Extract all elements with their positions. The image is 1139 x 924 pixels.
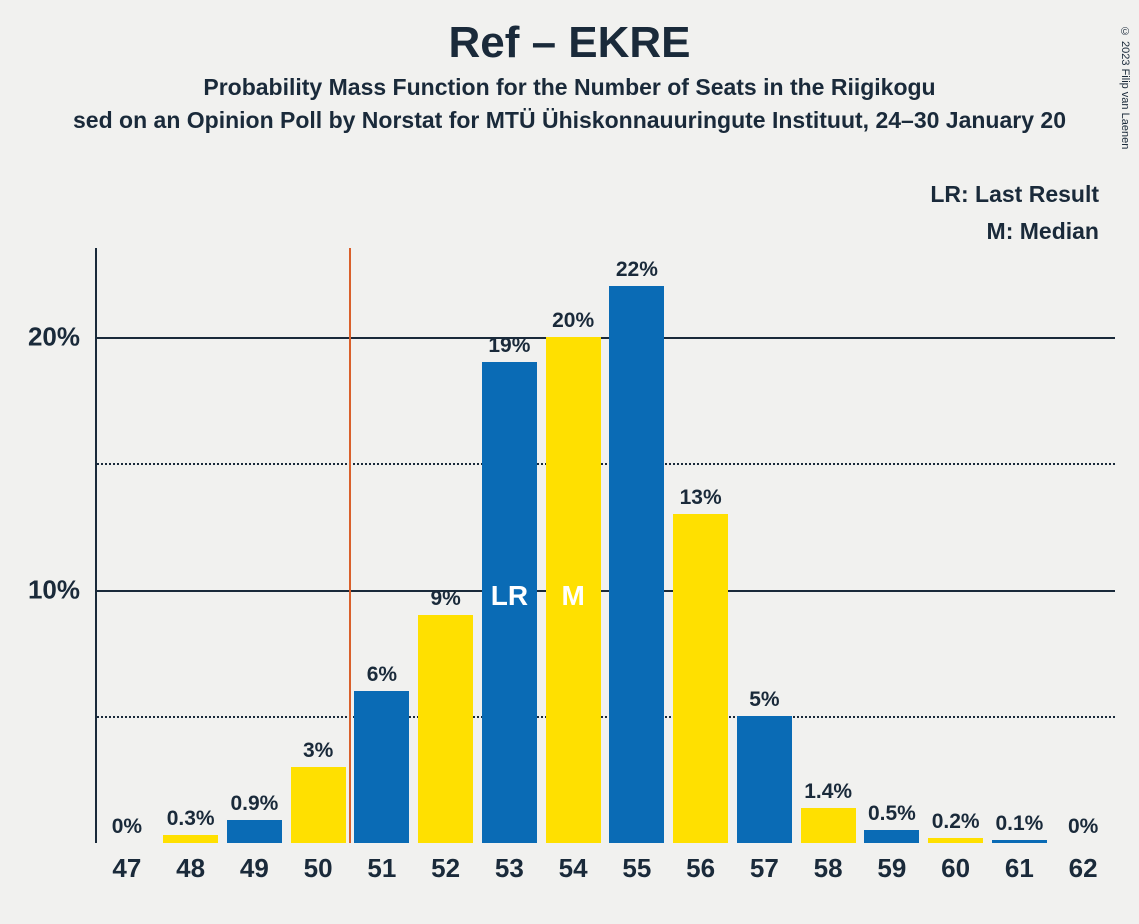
copyright-text: © 2023 Filip van Laenen — [1119, 26, 1131, 149]
x-axis-label: 58 — [814, 853, 843, 884]
chart-subtitle-2: sed on an Opinion Poll by Norstat for MT… — [0, 107, 1139, 134]
legend-m: M: Median — [930, 213, 1099, 250]
x-axis-label: 52 — [431, 853, 460, 884]
x-axis-label: 62 — [1069, 853, 1098, 884]
bar-value-label: 0.2% — [932, 810, 980, 834]
bar — [163, 835, 218, 843]
y-axis-label: 10% — [28, 574, 80, 605]
x-axis-label: 56 — [686, 853, 715, 884]
bar — [928, 838, 983, 843]
in-bar-m-label: M — [561, 580, 584, 612]
x-axis-label: 55 — [622, 853, 651, 884]
in-bar-lr-label: LR — [491, 580, 528, 612]
x-axis-label: 50 — [304, 853, 333, 884]
bar — [227, 820, 282, 843]
bar-value-label: 6% — [367, 663, 397, 687]
bar-value-label: 0.3% — [167, 807, 215, 831]
bar — [801, 808, 856, 843]
x-axis-label: 48 — [176, 853, 205, 884]
bar — [992, 840, 1047, 843]
bar — [291, 767, 346, 843]
bar-value-label: 0.1% — [995, 812, 1043, 836]
x-axis-label: 49 — [240, 853, 269, 884]
gridline-dotted — [97, 716, 1115, 718]
bar — [737, 716, 792, 843]
x-axis-label: 51 — [367, 853, 396, 884]
bar-value-label: 0% — [1068, 815, 1098, 839]
legend: LR: Last Result M: Median — [930, 176, 1099, 250]
x-axis-label: 53 — [495, 853, 524, 884]
chart-title: Ref – EKRE — [0, 18, 1139, 68]
bar-value-label: 5% — [749, 688, 779, 712]
chart-subtitle-2-wrap: sed on an Opinion Poll by Norstat for MT… — [0, 101, 1139, 134]
bar-value-label: 0% — [112, 815, 142, 839]
x-axis-label: 57 — [750, 853, 779, 884]
bar — [418, 615, 473, 843]
x-axis-label: 60 — [941, 853, 970, 884]
x-axis-label: 47 — [112, 853, 141, 884]
bar — [673, 514, 728, 843]
bar-value-label: 3% — [303, 739, 333, 763]
chart-area: 10%20%0%470.3%480.9%493%506%519%5219%532… — [95, 248, 1115, 843]
x-axis-label: 61 — [1005, 853, 1034, 884]
bar-value-label: 22% — [616, 258, 658, 282]
bar-value-label: 13% — [680, 486, 722, 510]
bar — [864, 830, 919, 843]
x-axis-label: 54 — [559, 853, 588, 884]
bar-value-label: 9% — [430, 587, 460, 611]
bar-value-label: 19% — [488, 334, 530, 358]
bar — [354, 691, 409, 843]
x-axis-label: 59 — [877, 853, 906, 884]
plot: 10%20%0%470.3%480.9%493%506%519%5219%532… — [95, 248, 1115, 843]
gridline-dotted — [97, 463, 1115, 465]
last-result-line — [349, 248, 351, 843]
chart-subtitle-1: Probability Mass Function for the Number… — [0, 74, 1139, 101]
gridline-solid — [97, 590, 1115, 592]
legend-lr: LR: Last Result — [930, 176, 1099, 213]
bar — [609, 286, 664, 843]
bar-value-label: 20% — [552, 309, 594, 333]
bar-value-label: 0.5% — [868, 802, 916, 826]
bar-value-label: 0.9% — [230, 792, 278, 816]
y-axis-label: 20% — [28, 321, 80, 352]
bar-value-label: 1.4% — [804, 780, 852, 804]
gridline-solid — [97, 337, 1115, 339]
